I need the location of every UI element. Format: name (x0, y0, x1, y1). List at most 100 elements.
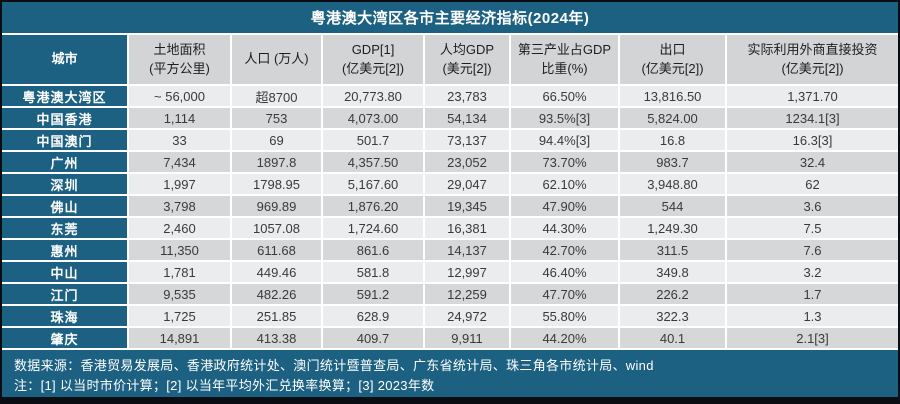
data-cell: 2,460 (128, 217, 232, 240)
data-cell: 1,725 (128, 305, 232, 328)
data-cell: 226.2 (619, 283, 727, 306)
data-cell: 591.2 (322, 283, 425, 306)
data-cell: 47.70% (510, 283, 620, 306)
column-header: 土地面积 (平方公里) (128, 35, 232, 86)
data-cell: 322.3 (619, 305, 727, 328)
data-cell: 409.7 (322, 327, 425, 350)
table-row: 中国香港 1,114 753 4,073.00 54,134 93.5%[3] 5,824.… (2, 107, 898, 130)
column-header: 人口 (万人) (231, 35, 323, 86)
data-cell: 46.40% (510, 261, 620, 284)
data-cell: 55.80% (510, 305, 620, 328)
data-cell: 983.7 (619, 151, 727, 174)
city-cell: 深圳 (2, 173, 129, 196)
data-cell: 501.7 (322, 129, 425, 152)
data-cell: 1.7 (726, 283, 898, 306)
data-cell: 1.3 (726, 305, 898, 328)
data-cell: 69 (231, 129, 323, 152)
data-cell: 544 (619, 195, 727, 218)
data-cell: 349.8 (619, 261, 727, 284)
econ-table-panel: 粤港澳大湾区各市主要经济指标(2024年) 城市 土地面积 (平方公里) 人口 (万人… (2, 2, 898, 397)
data-cell: 969.89 (231, 195, 323, 218)
data-cell: 482.26 (231, 283, 323, 306)
data-cell: 44.30% (510, 217, 620, 240)
data-cell: 66.50% (510, 85, 620, 108)
data-cell: 3.6 (726, 195, 898, 218)
data-cell: 14,891 (128, 327, 232, 350)
city-cell: 珠海 (2, 305, 129, 328)
data-cell: 311.5 (619, 239, 727, 262)
column-header: 第三产业占GDP 比重(%) (510, 35, 620, 86)
data-cell: 42.70% (510, 239, 620, 262)
table-row: 中国澳门 33 69 501.7 73,137 94.4%[3] 16.8 16.3[3] (2, 129, 898, 152)
data-cell: 23,783 (424, 85, 511, 108)
data-cell: 44.20% (510, 327, 620, 350)
data-cell: 581.8 (322, 261, 425, 284)
data-cell: 3,948.80 (619, 173, 727, 196)
table-row: 珠海 1,725 251.85 628.9 24,972 55.80% 322.3 1.3 (2, 305, 898, 328)
table-row: 东莞 2,460 1057.08 1,724.60 16,381 44.30% 1,249.… (2, 217, 898, 240)
data-cell: 1897.8 (231, 151, 323, 174)
table-header-row: 城市 土地面积 (平方公里) 人口 (万人) GDP[1] (亿美元[2]) 人均GDP (美… (2, 35, 898, 86)
table-row: 深圳 1,997 1798.95 5,167.60 29,047 62.10% 3,948.… (2, 173, 898, 196)
table-row: 江门 9,535 482.26 591.2 12,259 47.70% 226.2 1.7 (2, 283, 898, 306)
data-cell: 1,114 (128, 107, 232, 130)
data-cell: 861.6 (322, 239, 425, 262)
city-cell: 惠州 (2, 239, 129, 262)
table-row: 肇庆 14,891 413.38 409.7 9,911 44.20% 40.1 2.1[3] (2, 327, 898, 350)
table-body: 粤港澳大湾区 ~ 56,000 超8700 20,773.80 23,783 66.50%… (2, 85, 898, 350)
table-row: 广州 7,434 1897.8 4,357.50 23,052 73.70% 983.7 32… (2, 151, 898, 174)
data-cell: 7.5 (726, 217, 898, 240)
data-cell: 449.46 (231, 261, 323, 284)
column-header: 出口 (亿美元[2]) (619, 35, 727, 86)
data-cell: 7,434 (128, 151, 232, 174)
city-cell: 中国澳门 (2, 129, 129, 152)
data-cell: 251.85 (231, 305, 323, 328)
data-cell: 5,824.00 (619, 107, 727, 130)
data-cell: 13,816.50 (619, 85, 727, 108)
calculation-note: 注：[1] 以当时市价计算；[2] 以当年平均外汇兑换率换算；[3] 2023年… (14, 378, 435, 394)
table-row: 中山 1,781 449.46 581.8 12,997 46.40% 349.8 3.2 (2, 261, 898, 284)
data-cell: 73.70% (510, 151, 620, 174)
data-cell: 20,773.80 (322, 85, 425, 108)
data-cell: 62 (726, 173, 898, 196)
data-cell: 14,137 (424, 239, 511, 262)
data-cell: 1798.95 (231, 173, 323, 196)
table-title: 粤港澳大湾区各市主要经济指标(2024年) (2, 2, 898, 35)
data-cell: 94.4%[3] (510, 129, 620, 152)
city-column-header: 城市 (2, 35, 129, 86)
data-cell: 54,134 (424, 107, 511, 130)
city-cell: 中山 (2, 261, 129, 284)
data-cell: 611.68 (231, 239, 323, 262)
data-cell: 3.2 (726, 261, 898, 284)
data-cell: 12,997 (424, 261, 511, 284)
table-row: 粤港澳大湾区 ~ 56,000 超8700 20,773.80 23,783 66.50%… (2, 85, 898, 108)
data-cell: 1057.08 (231, 217, 323, 240)
data-cell: 753 (231, 107, 323, 130)
econ-table: 城市 土地面积 (平方公里) 人口 (万人) GDP[1] (亿美元[2]) 人均GDP (美… (2, 35, 898, 350)
data-cell: 32.4 (726, 151, 898, 174)
data-cell: 1,876.20 (322, 195, 425, 218)
data-cell: 16.8 (619, 129, 727, 152)
data-cell: 11,350 (128, 239, 232, 262)
data-cell: 2.1[3] (726, 327, 898, 350)
data-cell: 4,357.50 (322, 151, 425, 174)
data-cell: 628.9 (322, 305, 425, 328)
city-cell: 肇庆 (2, 327, 129, 350)
table-row: 佛山 3,798 969.89 1,876.20 19,345 47.90% 544 3.6 (2, 195, 898, 218)
data-cell: 23,052 (424, 151, 511, 174)
city-cell: 江门 (2, 283, 129, 306)
data-cell: 9,535 (128, 283, 232, 306)
data-cell: 1,724.60 (322, 217, 425, 240)
data-cell: 9,911 (424, 327, 511, 350)
data-cell: 5,167.60 (322, 173, 425, 196)
city-cell: 中国香港 (2, 107, 129, 130)
data-cell: 19,345 (424, 195, 511, 218)
data-cell: 47.90% (510, 195, 620, 218)
data-cell: 4,073.00 (322, 107, 425, 130)
data-cell: 1,781 (128, 261, 232, 284)
data-cell: 16,381 (424, 217, 511, 240)
data-cell: 24,972 (424, 305, 511, 328)
city-cell: 佛山 (2, 195, 129, 218)
data-cell: 62.10% (510, 173, 620, 196)
